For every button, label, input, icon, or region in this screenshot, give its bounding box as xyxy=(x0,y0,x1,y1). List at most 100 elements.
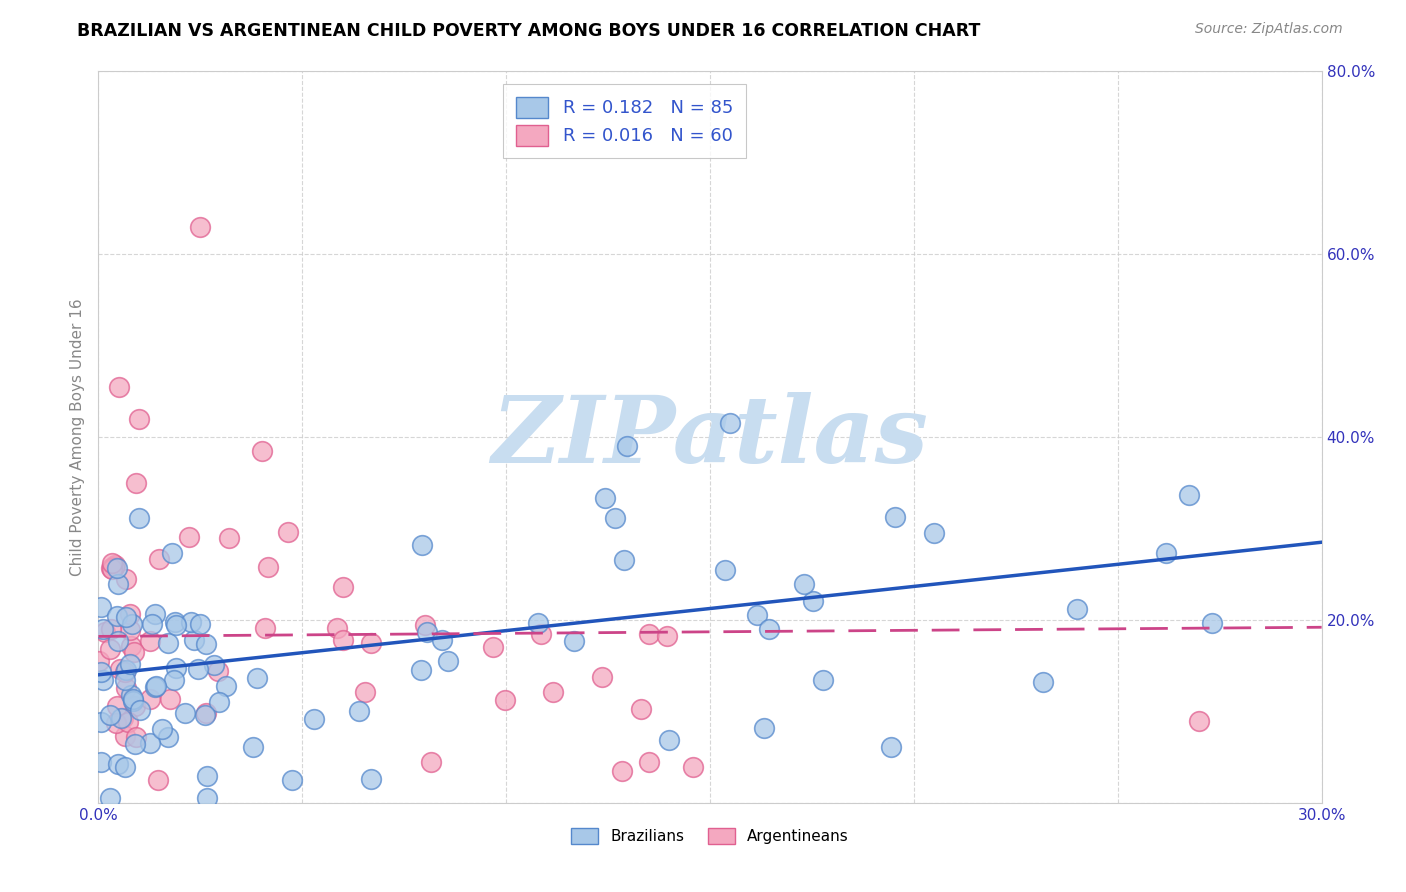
Point xyxy=(188,616,211,631)
Point xyxy=(754,721,776,735)
Point xyxy=(105,699,128,714)
Point xyxy=(207,664,229,678)
Point xyxy=(105,561,128,575)
Point xyxy=(1156,547,1178,561)
Point xyxy=(138,634,160,648)
Point xyxy=(655,630,678,644)
Point xyxy=(682,760,704,774)
Point xyxy=(118,657,141,671)
Point xyxy=(637,755,661,769)
Point xyxy=(118,607,141,621)
Point xyxy=(94,624,117,639)
Point xyxy=(107,634,129,648)
Point xyxy=(194,637,217,651)
Point xyxy=(90,756,112,770)
Point xyxy=(218,532,240,546)
Point xyxy=(104,558,127,573)
Point xyxy=(257,560,280,574)
Point xyxy=(166,618,188,632)
Text: Source: ZipAtlas.com: Source: ZipAtlas.com xyxy=(1195,22,1343,37)
Point xyxy=(105,716,128,731)
Point xyxy=(100,557,122,571)
Point xyxy=(91,622,114,636)
Point xyxy=(186,662,208,676)
Point xyxy=(165,661,187,675)
Point xyxy=(326,622,349,636)
Point xyxy=(114,673,136,688)
Point xyxy=(122,691,145,706)
Point xyxy=(114,610,136,624)
Point xyxy=(138,692,160,706)
Point xyxy=(541,685,564,699)
Point xyxy=(411,538,433,552)
Text: BRAZILIAN VS ARGENTINEAN CHILD POVERTY AMONG BOYS UNDER 16 CORRELATION CHART: BRAZILIAN VS ARGENTINEAN CHILD POVERTY A… xyxy=(77,22,981,40)
Point xyxy=(658,733,681,747)
Point xyxy=(114,665,136,679)
Point xyxy=(332,580,354,594)
Point xyxy=(124,645,146,659)
Point xyxy=(195,769,218,783)
Point xyxy=(347,704,370,718)
Point xyxy=(129,703,152,717)
Point xyxy=(302,712,325,726)
Point xyxy=(242,740,264,755)
Point xyxy=(360,772,382,786)
Point xyxy=(420,756,443,770)
Point xyxy=(125,731,148,745)
Point xyxy=(156,730,179,744)
Point xyxy=(90,665,112,680)
Point xyxy=(195,791,218,805)
Point xyxy=(214,679,236,693)
Point xyxy=(139,736,162,750)
Point xyxy=(148,773,170,788)
Point xyxy=(163,673,186,688)
Point xyxy=(93,673,115,687)
Point xyxy=(121,617,143,632)
Point xyxy=(115,681,138,695)
Point xyxy=(922,526,945,541)
Point xyxy=(128,511,150,525)
Point xyxy=(413,617,436,632)
Point xyxy=(100,560,122,574)
Point xyxy=(280,772,302,787)
Point xyxy=(202,657,225,672)
Point xyxy=(360,636,382,650)
Point xyxy=(603,510,626,524)
Point xyxy=(174,706,197,720)
Point xyxy=(98,707,121,722)
Point xyxy=(160,546,183,560)
Point xyxy=(163,615,186,629)
Point xyxy=(90,714,112,729)
Point xyxy=(494,693,516,707)
Point xyxy=(1066,601,1088,615)
Point xyxy=(591,670,613,684)
Point xyxy=(124,737,146,751)
Point xyxy=(801,593,824,607)
Point xyxy=(110,662,132,676)
Point xyxy=(110,711,132,725)
Point xyxy=(121,694,143,708)
Point xyxy=(114,729,136,743)
Point xyxy=(353,685,375,699)
Point xyxy=(117,714,139,729)
Point xyxy=(250,443,273,458)
Point xyxy=(128,412,150,426)
Point xyxy=(101,561,124,575)
Point xyxy=(100,623,122,637)
Point xyxy=(177,530,200,544)
Point xyxy=(1032,675,1054,690)
Point xyxy=(879,739,901,754)
Point xyxy=(593,491,616,505)
Point xyxy=(277,525,299,540)
Point xyxy=(208,695,231,709)
Point xyxy=(156,636,179,650)
Point xyxy=(430,633,453,648)
Point xyxy=(714,563,737,577)
Point xyxy=(107,757,129,772)
Point xyxy=(253,621,276,635)
Point xyxy=(114,760,136,774)
Point xyxy=(409,663,432,677)
Point xyxy=(613,553,636,567)
Point xyxy=(145,680,167,694)
Point xyxy=(120,688,142,702)
